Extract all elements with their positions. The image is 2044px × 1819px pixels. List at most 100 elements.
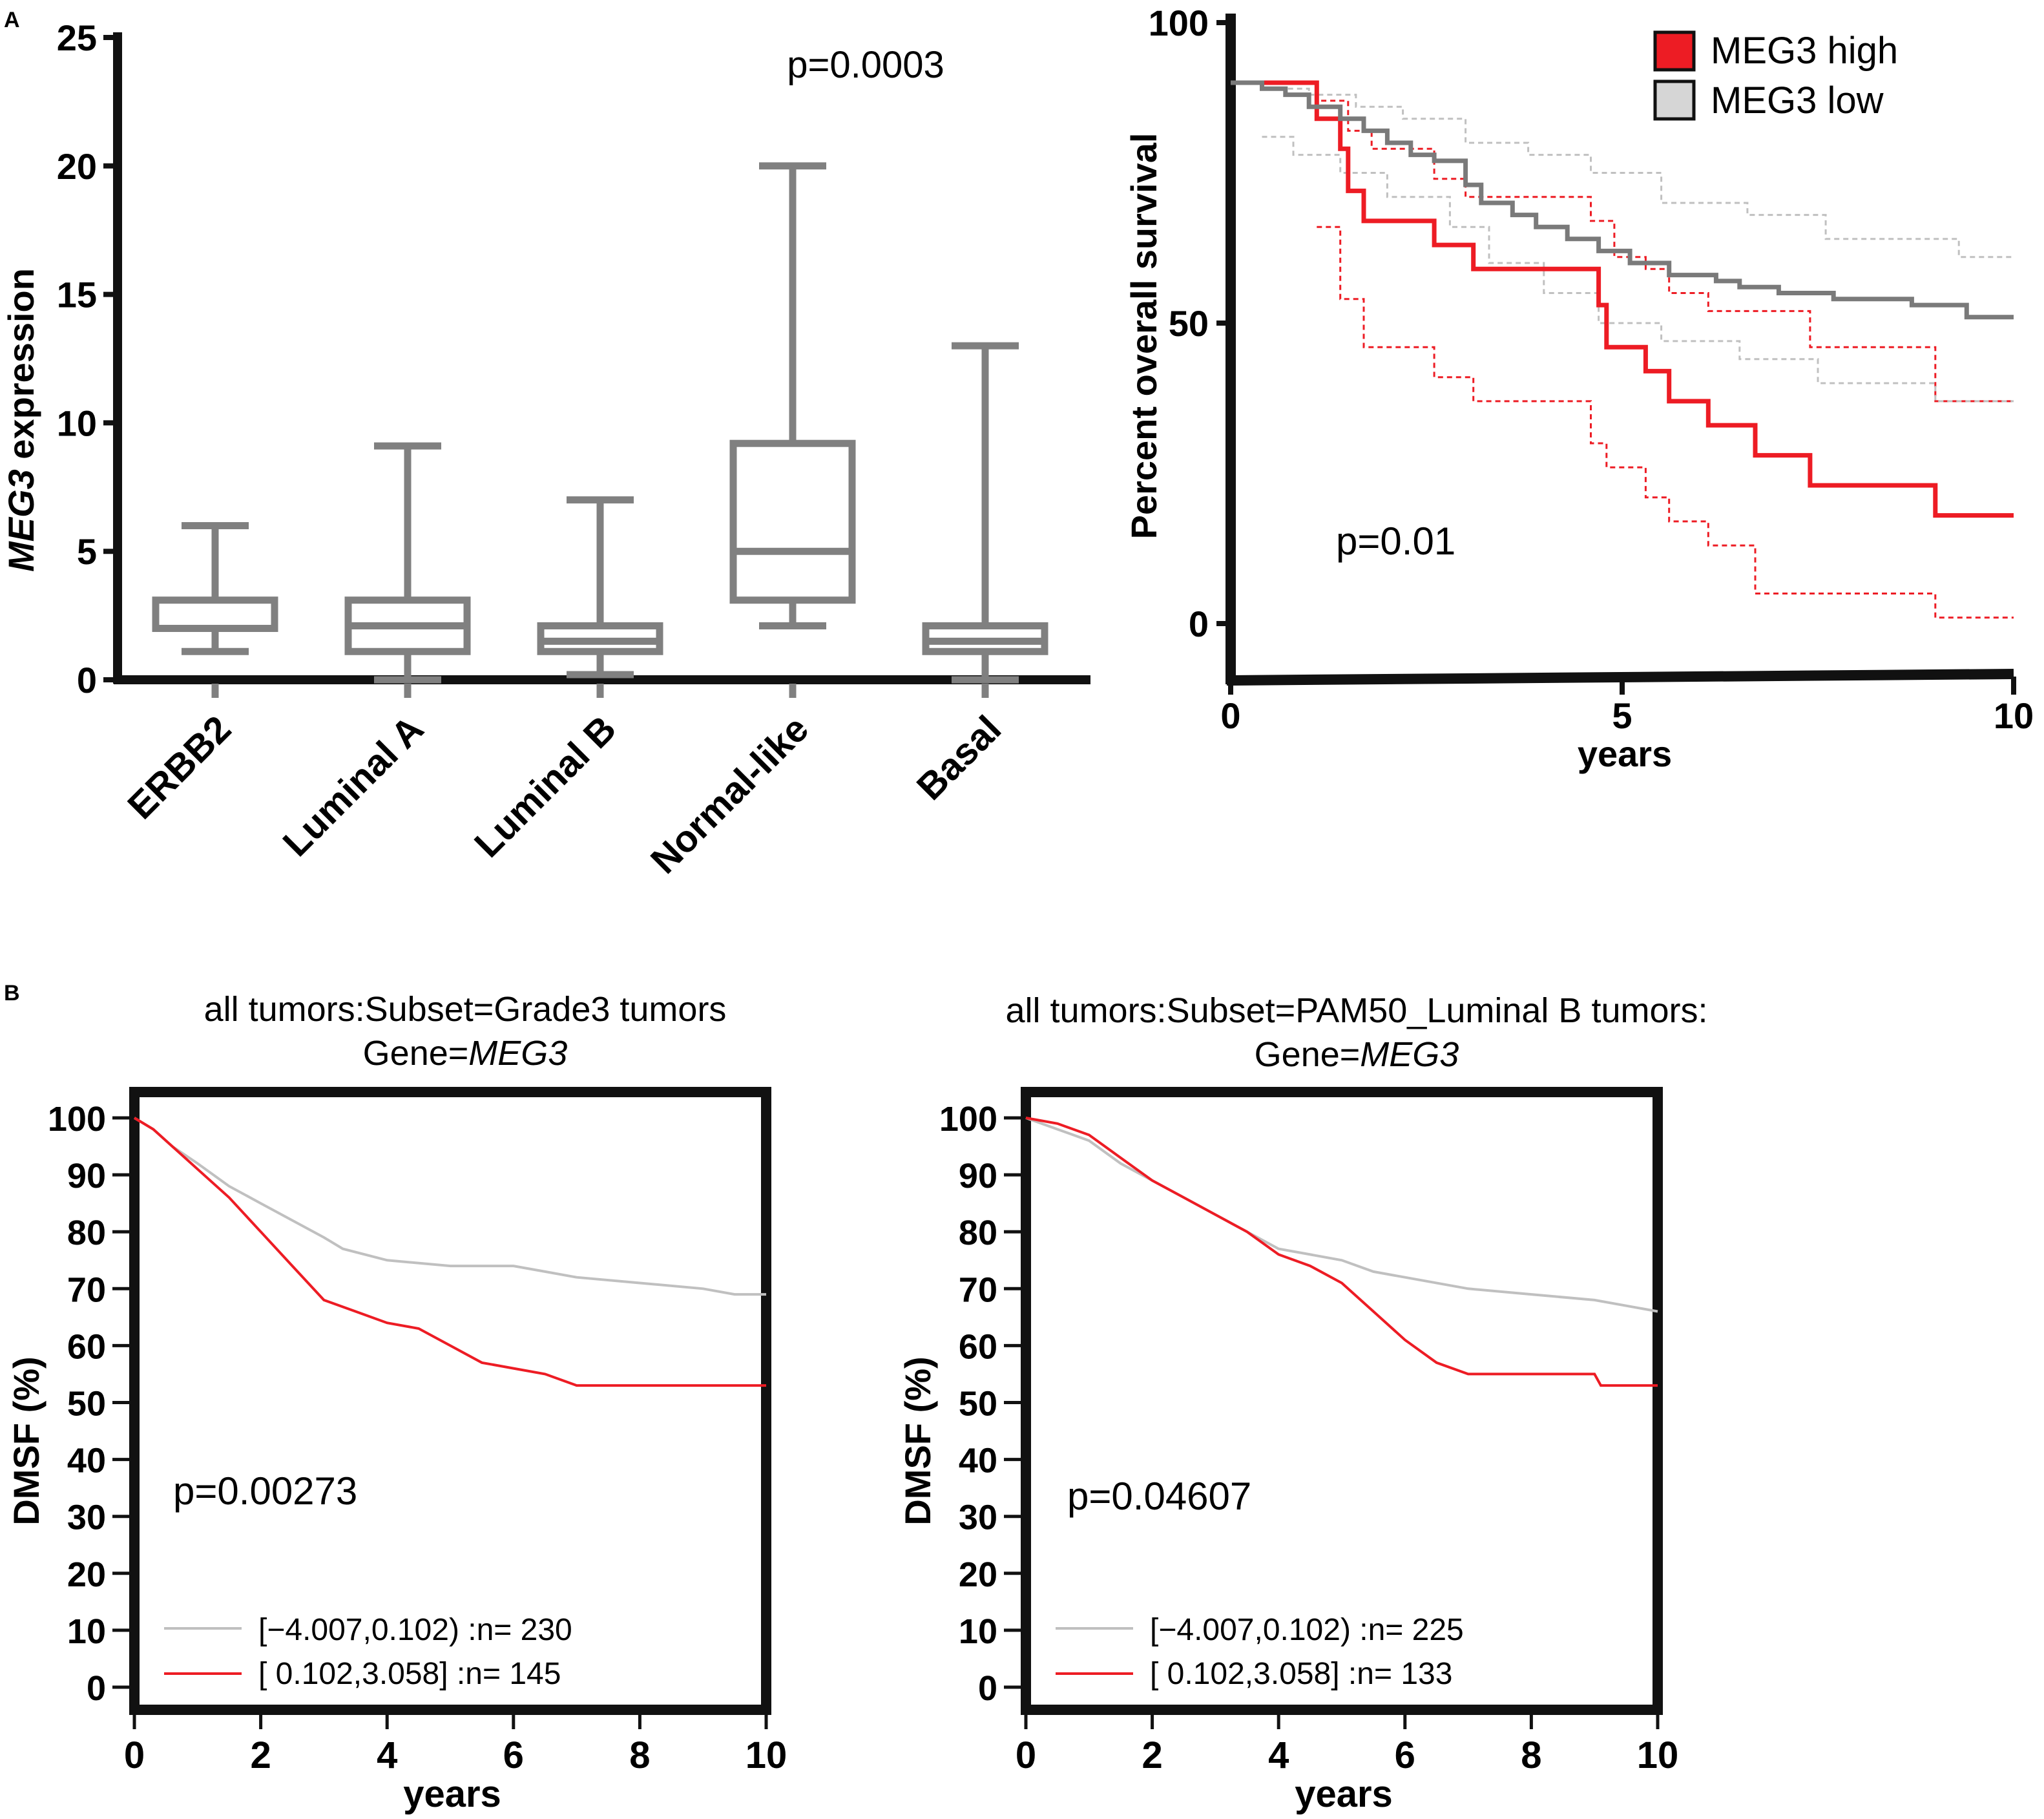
km-overall-survival-chart: 0 50 100 0 5 10 p=0.01 Percent overall surviv… [1123, 3, 2034, 774]
km2-series-low [133, 1117, 766, 1296]
km-lumb-axes: 0 10 20 30 40 50 60 70 80 90 100 0 2 4 6 8 10 [939, 1087, 1679, 1776]
km-lumb-pvalue: p=0.04607 [1067, 1475, 1251, 1518]
km2-y-tick-label: 50 [67, 1385, 106, 1424]
boxplot-y-tick-label: 25 [57, 17, 97, 58]
km-overall-y-tick-label: 0 [1189, 604, 1209, 644]
km3-x-tick-label: 4 [1268, 1734, 1289, 1776]
km2-y-tick-label: 60 [67, 1327, 106, 1366]
km3-y-tick-label: 90 [959, 1157, 997, 1195]
boxplot-y-tick-label: 5 [77, 531, 97, 572]
km-lumb-xlabel: years [1295, 1773, 1393, 1815]
km2-y-tick-label: 0 [87, 1669, 106, 1708]
km-overall-lines [1231, 80, 2014, 619]
km-lumb-title-gene: MEG3 [1360, 1035, 1459, 1074]
boxplot-y-tick-label: 20 [57, 146, 97, 187]
km2-y-tick-label: 40 [67, 1442, 106, 1480]
boxplot-ylabel: MEG3 expression [1, 268, 41, 572]
km-overall-y-tick-label: 100 [1149, 3, 1209, 43]
boxplot-category-label: Luminal B [466, 708, 624, 865]
km-grade3-lines [133, 1117, 766, 1387]
km2-x-tick-label: 6 [503, 1734, 524, 1776]
km3-y-tick-label: 50 [959, 1385, 997, 1424]
km-lumb-legend-high: [ 0.102,3.058] :n= 133 [1150, 1657, 1452, 1691]
km-overall-series-meg3-low [1231, 80, 2014, 320]
km2-y-tick-label: 10 [67, 1612, 106, 1651]
box-luminal-a: Luminal A [275, 442, 471, 865]
boxplot-y-tick-label: 0 [77, 660, 97, 700]
km-grade3-legend-low: [−4.007,0.102) :n= 230 [258, 1613, 572, 1647]
km-grade3-pvalue: p=0.00273 [173, 1469, 357, 1513]
km-lumb-title-line2: Gene=MEG3 [1255, 1035, 1459, 1074]
km2-y-tick-label: 90 [67, 1157, 106, 1195]
panel-label-b: B [4, 981, 20, 1005]
km3-series-low [1025, 1117, 1658, 1313]
km-overall-series-meg3-low-ci-lower [1262, 136, 2014, 403]
box-basal: Basal [909, 342, 1048, 808]
km2-y-tick-label: 30 [67, 1498, 106, 1537]
km-grade3-ylabel: DMSF (%) [6, 1356, 47, 1525]
km2-x-tick-label: 0 [124, 1734, 145, 1776]
km2-y-tick-label: 100 [48, 1100, 106, 1139]
boxplot-boxes: ERBB2 Luminal A Luminal B Normal-like Basal [120, 162, 1048, 882]
box-normal-like: Normal-like [643, 162, 856, 882]
km3-y-tick-label: 100 [939, 1100, 997, 1139]
boxplot-category-label: ERBB2 [120, 708, 239, 827]
boxplot-ylabel-rest: expression [1, 268, 41, 469]
km-overall-y-tick-label: 50 [1169, 303, 1209, 344]
km2-series-high [133, 1117, 766, 1387]
km-grade3-axes: 0 10 20 30 40 50 60 70 80 90 100 0 2 4 6 8 10 [48, 1087, 787, 1776]
km3-x-tick-label: 6 [1395, 1734, 1415, 1776]
boxplot-pvalue: p=0.0003 [787, 44, 944, 86]
km-overall-series-meg3-high-ci-lower [1317, 226, 2014, 619]
km-overall-axes: 0 50 100 0 5 10 [1149, 3, 2034, 736]
km3-y-tick-label: 70 [959, 1270, 997, 1309]
km-grade3-title-prefix: Gene= [363, 1034, 469, 1073]
km3-x-tick-label: 2 [1142, 1734, 1162, 1776]
km3-y-tick-label: 30 [959, 1498, 997, 1537]
legend-swatch-meg3-high [1653, 30, 1696, 72]
km-overall-x-tick-label: 5 [1612, 695, 1632, 736]
km-overall-series-meg3-high-ci-upper [1231, 81, 2014, 403]
box-iqr [152, 596, 278, 632]
km3-x-tick-label: 8 [1521, 1734, 1541, 1776]
boxplot-category-label: Luminal A [275, 708, 432, 865]
km-grade3-title-line1: all tumors:Subset=Grade3 tumors [204, 990, 727, 1029]
km3-x-tick-label: 10 [1637, 1734, 1679, 1776]
km2-x-tick-label: 4 [377, 1734, 397, 1776]
km3-plot-frame [1021, 1087, 1663, 1715]
km-overall-xlabel: years [1578, 733, 1672, 774]
km3-y-tick-label: 60 [959, 1327, 997, 1366]
km3-y-tick-label: 10 [959, 1612, 997, 1651]
box-iqr [729, 439, 856, 604]
km3-y-tick-label: 80 [959, 1214, 997, 1252]
km-overall-ylabel: Percent overall survival [1123, 133, 1164, 540]
boxplot-axes: 0 5 10 15 20 25 [57, 17, 1090, 700]
legend-label-meg3-high: MEG3 high [1711, 30, 1898, 72]
km-overall-x-tick-label: 10 [1994, 695, 2034, 736]
boxplot-category-label: Normal-like [643, 708, 817, 881]
km2-x-tick-label: 8 [629, 1734, 650, 1776]
legend-swatch-meg3-low [1653, 79, 1696, 121]
km-lumb-title-prefix: Gene= [1255, 1035, 1361, 1074]
km-overall-pvalue: p=0.01 [1336, 520, 1455, 563]
km3-y-tick-label: 20 [959, 1555, 997, 1594]
panel-label-a: A [4, 8, 20, 32]
km2-y-tick-label: 80 [67, 1214, 106, 1252]
km2-y-tick-label: 70 [67, 1270, 106, 1309]
km-dmsf-luminalb-chart: all tumors:Subset=PAM50_Luminal B tumors… [897, 991, 1708, 1815]
km-grade3-xlabel: years [403, 1773, 501, 1815]
boxplot-y-tick-label: 15 [57, 275, 97, 315]
boxplot-category-label: Basal [909, 708, 1009, 808]
km-overall-series-meg3-low-ci-upper [1231, 81, 2014, 258]
km-lumb-ylabel: DMSF (%) [897, 1356, 938, 1525]
km-lumb-legend-low: [−4.007,0.102) :n= 225 [1150, 1613, 1464, 1647]
km-lumb-lines [1025, 1117, 1658, 1387]
km-grade3-legend-high: [ 0.102,3.058] :n= 145 [258, 1657, 561, 1691]
boxplot-chart: 0 5 10 15 20 25 ERBB2 Luminal A Luminal B Normal… [1, 17, 1090, 882]
km3-x-tick-label: 0 [1016, 1734, 1036, 1776]
km-overall-series-meg3-high [1231, 80, 2014, 518]
km-lumb-title-line1: all tumors:Subset=PAM50_Luminal B tumors… [1006, 991, 1708, 1030]
km3-y-tick-label: 40 [959, 1442, 997, 1480]
km3-y-tick-label: 0 [978, 1669, 997, 1708]
